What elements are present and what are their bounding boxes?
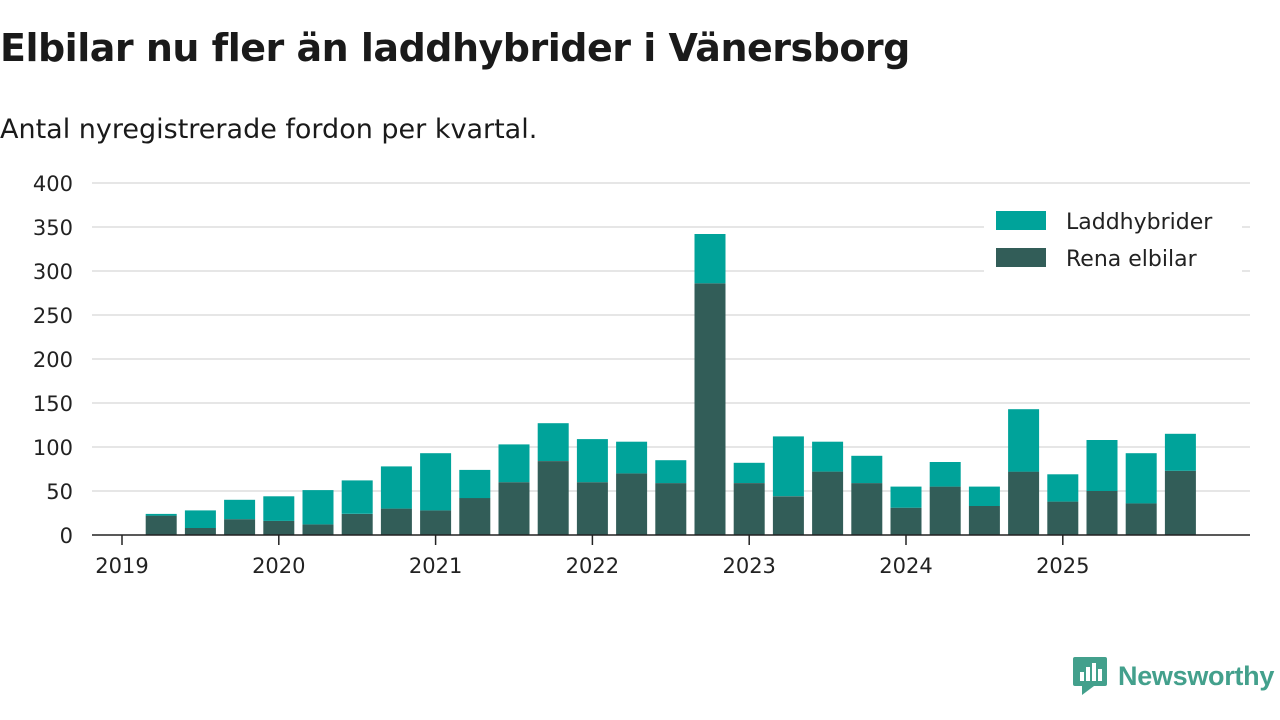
bar-laddhybrider-2020-q3 (341, 480, 373, 514)
brand-name: Newsworthy (1118, 660, 1275, 691)
y-axis-ticks: 0 50 100 150 200 250 300 350 400 (33, 172, 73, 548)
legend: Laddhybrider Rena elbilar (984, 196, 1242, 278)
bar-laddhybrider-2024-q2 (929, 462, 961, 487)
newsworthy-logo: Newsworthy (1072, 656, 1274, 696)
legend-swatch-rena-elbilar (996, 248, 1046, 267)
bars (145, 234, 1196, 535)
y-tick-label: 350 (33, 216, 73, 240)
bar-rena-elbilar-2022-q2 (616, 473, 648, 535)
bar-laddhybrider-2022-q3 (655, 460, 687, 484)
bar-rena-elbilar-2021-q1 (420, 510, 452, 535)
y-tick-label: 300 (33, 260, 73, 284)
x-tick-label: 2020 (252, 554, 305, 578)
x-tick-label: 2023 (722, 554, 775, 578)
y-tick-label: 200 (33, 348, 73, 372)
bar-rena-elbilar-2025-q1 (1047, 501, 1079, 535)
bar-laddhybrider-2024-q4 (1008, 409, 1040, 472)
bar-laddhybrider-2025-q1 (1047, 474, 1079, 502)
bar-rena-elbilar-2020-q4 (380, 508, 412, 535)
bar-rena-elbilar-2021-q4 (537, 461, 569, 535)
bar-laddhybrider-2019-q4 (224, 499, 256, 520)
y-tick-label: 0 (60, 524, 73, 548)
legend-label-rena-elbilar: Rena elbilar (1066, 247, 1198, 272)
bar-rena-elbilar-2019-q3 (184, 528, 216, 535)
bar-laddhybrider-2023-q4 (851, 455, 883, 484)
bar-rena-elbilar-2023-q4 (851, 483, 883, 535)
bar-rena-elbilar-2020-q2 (302, 524, 334, 535)
y-tick-label: 150 (33, 392, 73, 416)
y-tick-label: 250 (33, 304, 73, 328)
bar-laddhybrider-2025-q4 (1164, 433, 1196, 471)
chart-subtitle: Antal nyregistrerade fordon per kvartal. (0, 114, 538, 145)
y-tick-label: 50 (46, 480, 73, 504)
bar-laddhybrider-2020-q1 (263, 496, 295, 521)
bar-rena-elbilar-2024-q4 (1008, 471, 1040, 535)
x-tick-label: 2025 (1036, 554, 1089, 578)
x-tick-label: 2024 (879, 554, 932, 578)
bar-laddhybrider-2021-q1 (420, 453, 452, 511)
bar-laddhybrider-2022-q4 (694, 234, 726, 284)
bar-laddhybrider-2019-q2 (145, 513, 177, 516)
bar-laddhybrider-2021-q3 (498, 444, 530, 483)
bar-laddhybrider-2020-q2 (302, 490, 334, 525)
bar-laddhybrider-2021-q2 (459, 469, 491, 499)
bar-rena-elbilar-2021-q3 (498, 482, 530, 535)
bar-laddhybrider-2023-q3 (812, 441, 844, 472)
bar-laddhybrider-2025-q3 (1125, 453, 1157, 504)
bar-rena-elbilar-2022-q3 (655, 483, 687, 535)
bar-rena-elbilar-2024-q3 (968, 506, 1000, 535)
bar-laddhybrider-2024-q3 (968, 486, 1000, 506)
bar-rena-elbilar-2019-q2 (145, 515, 177, 535)
bar-rena-elbilar-2023-q3 (812, 471, 844, 535)
chart-title: Elbilar nu fler än laddhybrider i Väners… (0, 26, 910, 70)
bar-laddhybrider-2025-q2 (1086, 440, 1118, 491)
bar-rena-elbilar-2024-q2 (929, 486, 961, 535)
bar-laddhybrider-2020-q4 (380, 466, 412, 509)
y-tick-label: 100 (33, 436, 73, 460)
x-tick-label: 2022 (566, 554, 619, 578)
bar-rena-elbilar-2025-q2 (1086, 491, 1118, 535)
bar-rena-elbilar-2023-q2 (772, 496, 804, 535)
legend-swatch-laddhybrider (996, 211, 1046, 230)
legend-label-laddhybrider: Laddhybrider (1066, 210, 1213, 235)
bar-laddhybrider-2021-q4 (537, 423, 569, 461)
x-axis-ticks: 2019 2020 2021 2022 2023 2024 2025 (95, 535, 1090, 578)
bar-rena-elbilar-2021-q2 (459, 498, 491, 535)
bar-rena-elbilar-2023-q1 (733, 483, 765, 535)
bar-laddhybrider-2023-q2 (772, 436, 804, 497)
bar-rena-elbilar-2022-q1 (576, 482, 608, 535)
bar-rena-elbilar-2025-q4 (1164, 470, 1196, 535)
bar-rena-elbilar-2024-q1 (890, 507, 922, 535)
bar-laddhybrider-2019-q3 (184, 510, 216, 528)
bar-rena-elbilar-2019-q4 (224, 519, 256, 535)
bar-laddhybrider-2022-q2 (616, 441, 648, 474)
newsworthy-logo-icon (1073, 657, 1107, 695)
bar-rena-elbilar-2020-q1 (263, 520, 295, 535)
bar-rena-elbilar-2025-q3 (1125, 503, 1157, 535)
bar-laddhybrider-2024-q1 (890, 486, 922, 508)
bar-laddhybrider-2023-q1 (733, 462, 765, 483)
x-tick-label: 2021 (409, 554, 462, 578)
bar-rena-elbilar-2020-q3 (341, 513, 373, 535)
bar-rena-elbilar-2022-q4 (694, 283, 726, 535)
y-tick-label: 400 (33, 172, 73, 196)
x-tick-label: 2019 (95, 554, 148, 578)
bar-laddhybrider-2022-q1 (576, 439, 608, 483)
